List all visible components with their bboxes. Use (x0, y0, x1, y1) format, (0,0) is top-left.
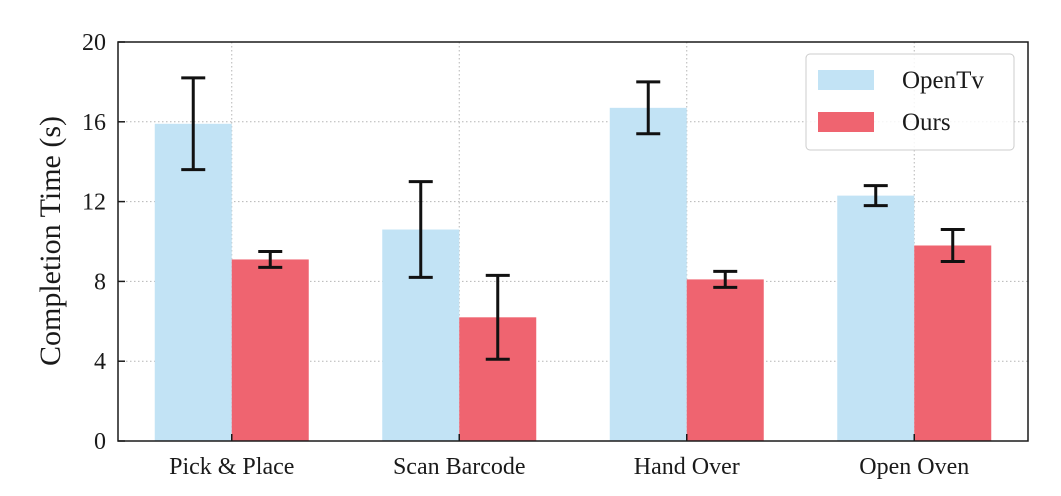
bar-opentv-2 (609, 107, 687, 442)
y-axis-title: Completion Time (s) (34, 116, 67, 366)
bar-opentv-0 (154, 123, 232, 442)
plot-frame (117, 41, 1029, 442)
x-tick-label: Hand Over (634, 454, 740, 480)
y-tick-label: 12 (82, 190, 106, 216)
bar-ours-3 (914, 245, 992, 441)
x-tick-label: Open Oven (859, 454, 969, 480)
bars (154, 107, 992, 442)
axis-ticks: 0 4 8 12 16 20 Pick & Place Scan Barcode Hand Ov… (82, 30, 969, 480)
y-tick-label: 0 (94, 429, 106, 455)
legend-label-opentv: OpenTv (902, 67, 984, 94)
bar-opentv-3 (837, 195, 915, 441)
y-tick-label: 8 (94, 269, 106, 295)
y-tick-label: 20 (82, 30, 106, 56)
x-tick-label: Scan Barcode (393, 454, 526, 480)
bar-ours-0 (231, 259, 309, 441)
legend-swatch-ours (818, 112, 874, 132)
legend-label-ours: Ours (902, 109, 951, 136)
bar-ours-2 (686, 279, 764, 441)
legend-swatch-opentv (818, 70, 874, 90)
legend: OpenTv Ours (805, 53, 1015, 151)
error-bars (181, 76, 965, 361)
x-tick-label: Pick & Place (169, 454, 294, 480)
y-tick-label: 16 (82, 110, 106, 136)
y-tick-label: 4 (94, 349, 106, 375)
